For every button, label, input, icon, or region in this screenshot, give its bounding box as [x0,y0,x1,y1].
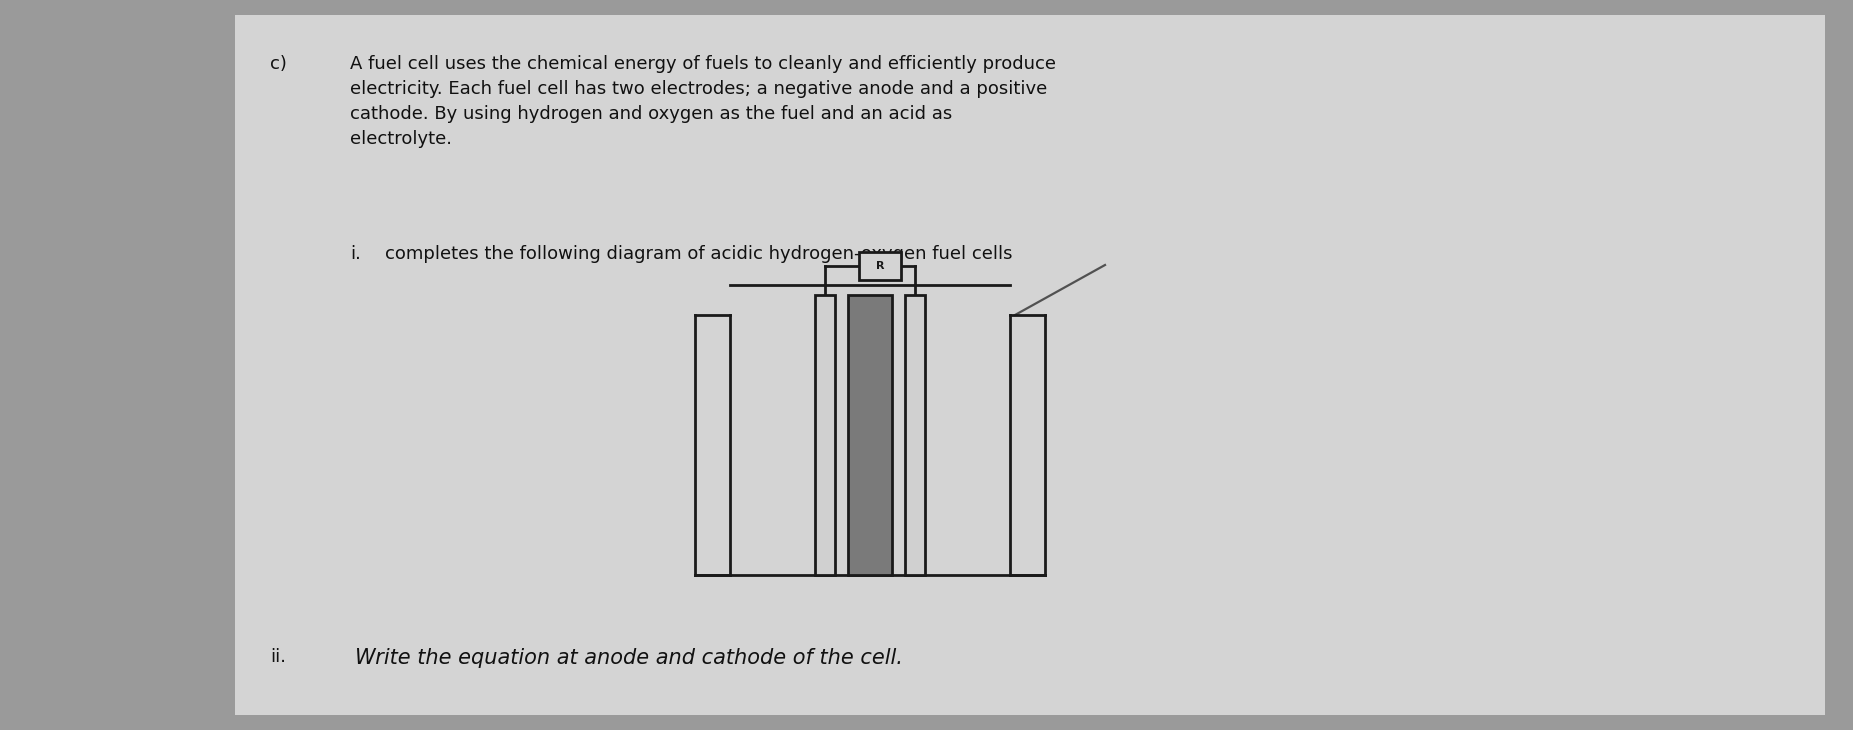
Text: completes the following diagram of acidic hydrogen-oxygen fuel cells: completes the following diagram of acidi… [385,245,1012,263]
Bar [815,295,836,575]
Bar [235,15,1825,715]
Bar [849,295,891,575]
Text: R: R [876,261,884,271]
Bar [860,252,901,280]
Text: c): c) [271,55,287,73]
Text: i.: i. [350,245,361,263]
Text: Write the equation at anode and cathode of the cell.: Write the equation at anode and cathode … [356,648,902,668]
Text: A fuel cell uses the chemical energy of fuels to cleanly and efficiently produce: A fuel cell uses the chemical energy of … [350,55,1056,148]
Text: ii.: ii. [271,648,285,666]
Bar [904,295,925,575]
